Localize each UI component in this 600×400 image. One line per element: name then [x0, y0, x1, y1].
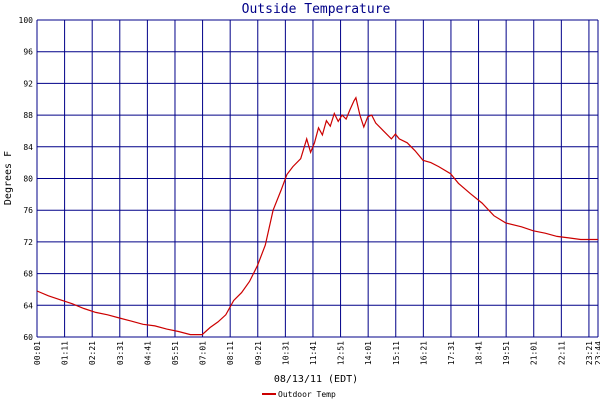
x-tick-label: 04:41 — [143, 341, 152, 365]
x-tick-label: 08:11 — [226, 341, 235, 365]
chart-title: Outside Temperature — [242, 2, 391, 17]
y-tick-label: 68 — [23, 270, 33, 279]
x-tick-label: 18:41 — [475, 341, 484, 365]
x-tick-label: 15:11 — [392, 341, 401, 365]
y-tick-label: 96 — [23, 48, 33, 57]
x-tick-label: 23:44 — [594, 341, 600, 365]
x-tick-label: 16:21 — [419, 341, 428, 365]
y-tick-label: 64 — [23, 301, 33, 310]
x-tick-label: 09:21 — [254, 341, 263, 365]
legend-label: Outdoor Temp — [278, 390, 336, 399]
x-tick-labels: 00:01 01:11 02:21 03:31 04:41 05:51 07:01 08:11… — [33, 341, 600, 365]
x-tick-label: 17:31 — [447, 341, 456, 365]
x-tick-label: 22:11 — [557, 341, 566, 365]
y-tick-labels: 60 64 68 72 76 80 84 88 92 96 100 — [19, 16, 34, 342]
x-tick-label: 19:51 — [502, 341, 511, 365]
legend: Outdoor Temp — [262, 390, 336, 399]
x-tick-label: 10:31 — [281, 341, 290, 365]
x-tick-label: 02:21 — [88, 341, 97, 365]
grid — [36, 19, 599, 338]
x-tick-label: 01:11 — [61, 341, 70, 365]
y-tick-label: 80 — [23, 175, 33, 184]
series-layer — [36, 96, 598, 336]
x-tick-label: 21:01 — [530, 341, 539, 365]
x-axis-label: 08/13/11 (EDT) — [274, 374, 358, 385]
y-tick-label: 84 — [23, 143, 33, 152]
x-tick-label: 07:01 — [199, 341, 208, 365]
y-tick-label: 88 — [23, 111, 33, 120]
x-tick-label: 05:51 — [171, 341, 180, 365]
x-tick-label: 23:21 — [585, 341, 594, 365]
x-tick-label: 00:01 — [33, 341, 42, 365]
x-tick-label: 12:51 — [337, 341, 346, 365]
y-tick-label: 76 — [23, 206, 33, 215]
y-axis-label: Degrees F — [3, 151, 14, 205]
x-tick-label: 14:01 — [364, 341, 373, 365]
y-tick-label: 60 — [23, 333, 33, 342]
y-tick-label: 72 — [23, 238, 33, 247]
x-tick-label: 11:41 — [309, 341, 318, 365]
outdoor-temp-line — [36, 96, 598, 336]
y-tick-label: 92 — [23, 79, 33, 88]
x-tick-label: 03:31 — [116, 341, 125, 365]
y-tick-label: 100 — [19, 16, 34, 25]
